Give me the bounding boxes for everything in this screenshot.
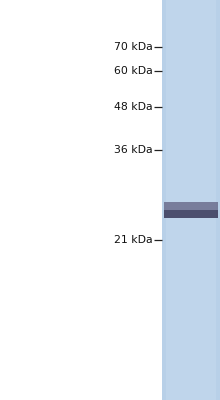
Text: 36 kDa: 36 kDa: [114, 145, 153, 155]
Bar: [164, 202, 218, 210]
Text: 70 kDa: 70 kDa: [114, 42, 153, 52]
Bar: [166, 0, 216, 400]
Text: 21 kDa: 21 kDa: [114, 235, 153, 245]
Text: 60 kDa: 60 kDa: [114, 66, 153, 76]
Bar: [162, 0, 220, 400]
Bar: [164, 210, 218, 218]
Text: 48 kDa: 48 kDa: [114, 102, 153, 112]
